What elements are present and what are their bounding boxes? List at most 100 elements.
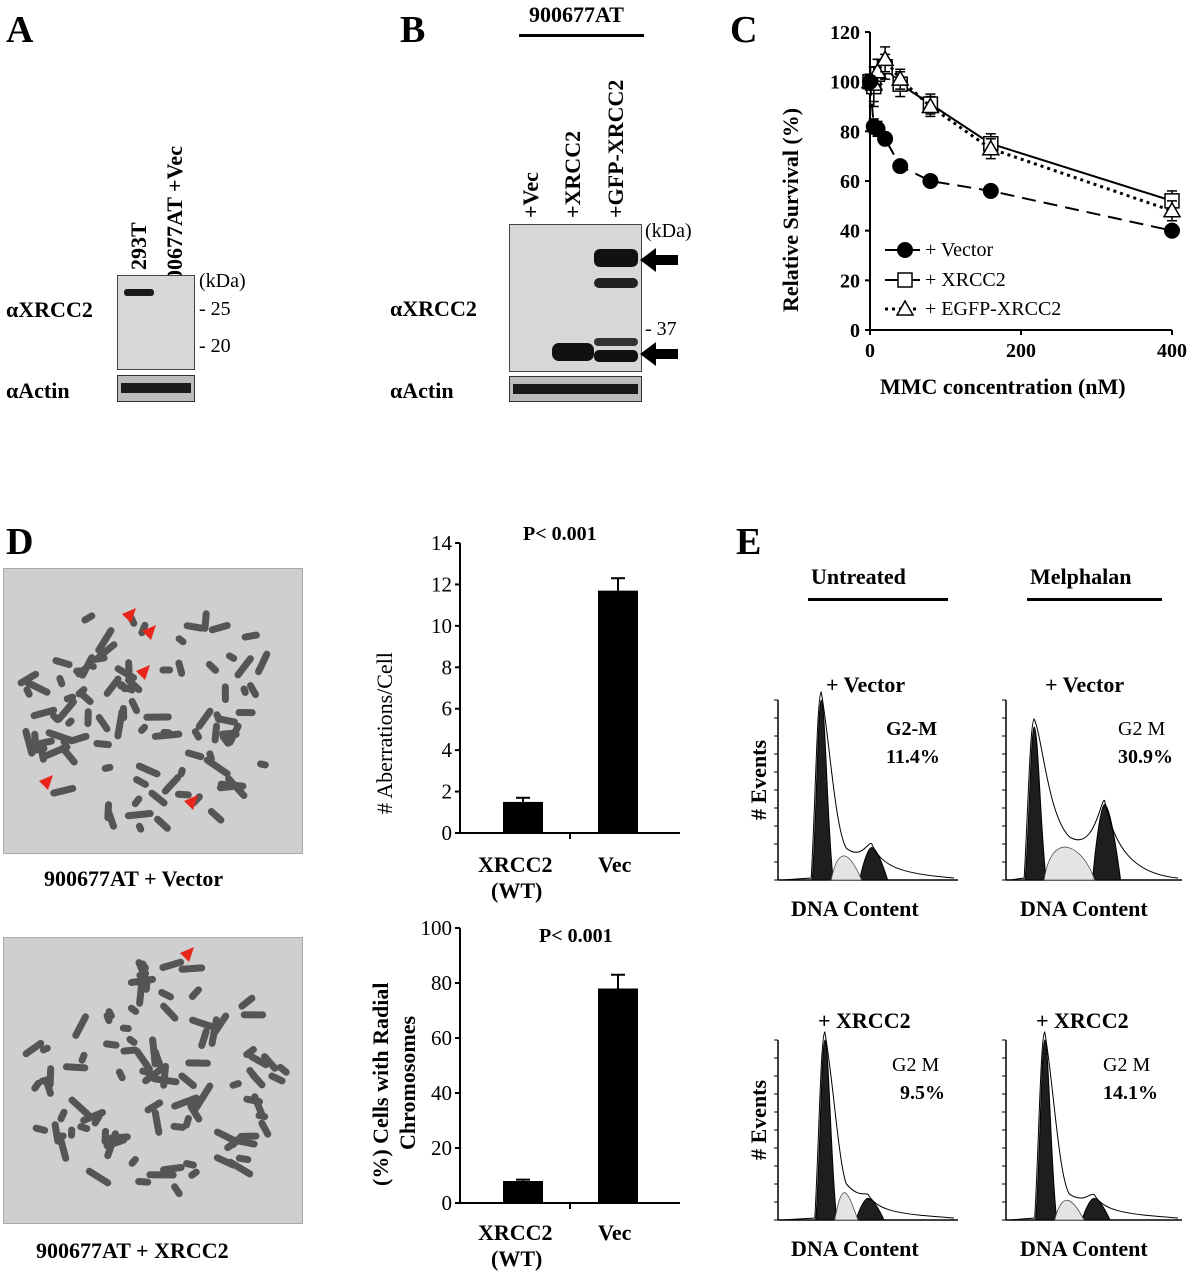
- data-point: [877, 130, 894, 147]
- antibody-label-a: αXRCC2: [6, 297, 93, 322]
- chromosome: [138, 723, 149, 734]
- chromosome: [138, 621, 149, 637]
- hist-ylabel-3: # Events: [746, 1079, 771, 1160]
- chromosome: [28, 741, 48, 752]
- chromosome: [240, 685, 249, 697]
- chromosome: [115, 1068, 126, 1082]
- chromosome: [22, 727, 36, 757]
- hist-ylabel-1: # Events: [746, 739, 771, 820]
- chromosome: [62, 1063, 89, 1072]
- data-point: [921, 96, 940, 114]
- chromosome: [175, 635, 187, 646]
- chromosome: [133, 776, 149, 788]
- chromosome: [103, 675, 122, 697]
- chromosome: [124, 810, 154, 820]
- legend-marker: [895, 299, 915, 316]
- chromosome: [205, 660, 220, 674]
- western-blot-actin-a: [117, 375, 195, 402]
- chromosome: [143, 713, 172, 721]
- chromosome: [85, 660, 97, 671]
- g2m-peak: [858, 847, 889, 881]
- chromosome: [39, 1044, 51, 1054]
- data-point: [982, 182, 999, 199]
- data-point: [1164, 222, 1180, 239]
- chromosome: [114, 665, 138, 682]
- loading-label-b: αActin: [390, 378, 454, 403]
- metaphase-image-xrcc2: [3, 937, 303, 1224]
- chromosome: [195, 707, 214, 730]
- chromosome-spread: [17, 608, 271, 833]
- data-point: [892, 158, 909, 175]
- chromosome: [131, 795, 143, 808]
- bar-xrcc2: [503, 1181, 543, 1203]
- chromosome: [208, 1016, 220, 1047]
- y-tick-label: 12: [431, 572, 452, 596]
- y-tick-label: 10: [431, 614, 452, 638]
- chromosome: [151, 1109, 163, 1136]
- chromosome: [72, 1013, 89, 1039]
- legend-marker: [897, 242, 913, 258]
- s-phase-region: [830, 855, 863, 881]
- y-tick-label: 14: [431, 531, 453, 555]
- band-actin-a: [121, 383, 191, 393]
- chromosome: [246, 682, 260, 699]
- chromosome: [243, 1045, 257, 1059]
- panel-e-label: E: [736, 521, 762, 563]
- hist-xlabel-1: DNA Content: [791, 896, 919, 921]
- chromosome: [160, 1002, 179, 1022]
- category-xrcc2-wt-1: XRCC2: [478, 852, 553, 877]
- chromosome: [188, 986, 202, 1000]
- marker-20: - 20: [199, 335, 231, 357]
- chromosome: [56, 674, 66, 688]
- chromosome: [216, 782, 240, 792]
- chromosome: [52, 657, 73, 669]
- chromosome: [178, 964, 206, 973]
- chromosome: [225, 652, 238, 662]
- chromosome: [85, 1167, 112, 1187]
- y-tick-label: 100: [830, 72, 860, 94]
- chromosome: [91, 654, 108, 663]
- data-point: [1162, 201, 1182, 218]
- y-tick-label: 2: [442, 780, 453, 804]
- chromosome: [95, 714, 111, 733]
- data-point: [862, 73, 878, 90]
- red-arrow-icon: [184, 795, 198, 810]
- chromosome: [127, 1004, 140, 1015]
- chromosome: [258, 1119, 272, 1138]
- g1-peak: [1035, 1039, 1058, 1221]
- chromosome: [81, 612, 96, 624]
- data-point: [890, 69, 910, 86]
- band-xrcc2-293t: [124, 289, 154, 296]
- panel-a-label: A: [6, 9, 34, 51]
- column-melphalan: Melphalan: [1030, 564, 1132, 589]
- chromosome: [146, 1171, 177, 1179]
- marker-25: - 25: [199, 298, 231, 320]
- legend-label-vector: + Vector: [925, 239, 994, 261]
- x-tick-label: 400: [1157, 340, 1187, 362]
- s-phase-region: [834, 1192, 859, 1221]
- chromosome: [105, 1008, 115, 1020]
- hist-outline: [1009, 1031, 1179, 1221]
- hist-phase-1: G2-M: [886, 718, 938, 740]
- chromosome: [235, 708, 256, 717]
- chromosome: [101, 763, 114, 772]
- chromosome: [101, 1127, 110, 1145]
- cell-line-label: 900677AT: [529, 2, 624, 27]
- chromosome: [248, 1053, 270, 1069]
- chromosome: [207, 808, 225, 824]
- cell-line-bracket: [519, 34, 644, 37]
- g1-peak: [811, 699, 834, 881]
- chromosome: [175, 659, 186, 677]
- chromosome: [189, 1016, 215, 1030]
- hist-xlabel-2: DNA Content: [1020, 896, 1148, 921]
- g2m-peak: [1092, 803, 1122, 881]
- chromosome: [23, 686, 33, 698]
- chromosome: [161, 774, 182, 795]
- chromosome: [24, 679, 51, 696]
- hist-outline: [1009, 718, 1179, 881]
- column-untreated: Untreated: [811, 564, 906, 589]
- band-gfp-lower-2: [594, 350, 638, 362]
- chromosome: [234, 655, 254, 679]
- chromosome: [191, 728, 203, 741]
